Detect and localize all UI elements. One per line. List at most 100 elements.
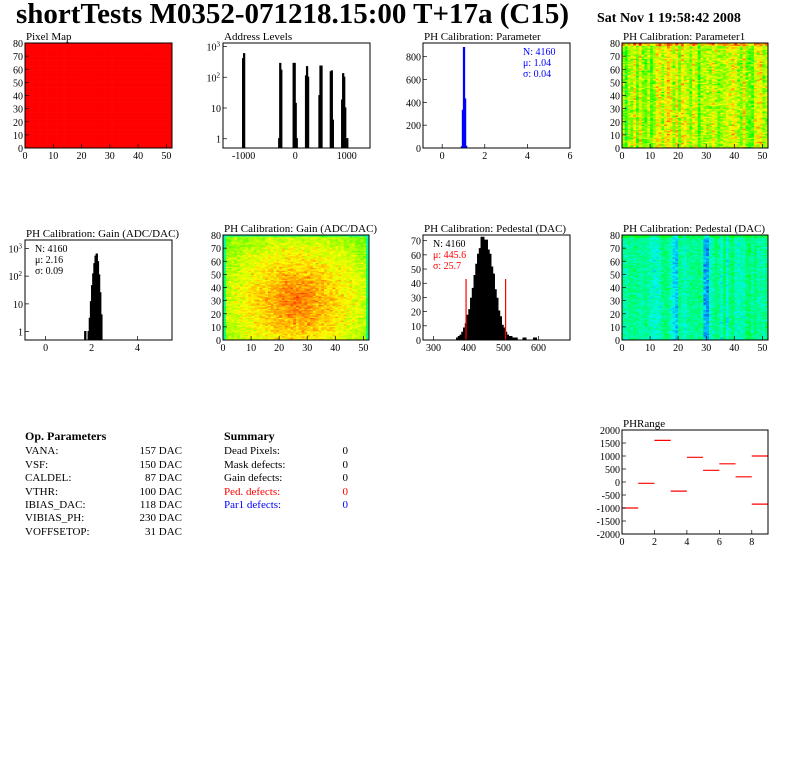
- heatmap-cell: [41, 70, 46, 73]
- heatmap-cell: [70, 44, 74, 46]
- heatmap-cell: [41, 92, 46, 95]
- heatmap-cell: [58, 132, 63, 134]
- chart-title: PH Calibration: Parameter: [424, 31, 541, 43]
- heatmap-cell: [58, 60, 63, 62]
- heatmap-cell: [41, 85, 46, 87]
- heatmap-cell: [70, 123, 74, 125]
- heatmap-cell: [81, 130, 85, 133]
- heatmap-cell: [75, 64, 80, 66]
- heatmap-cell: [53, 57, 57, 60]
- heatmap-cell: [41, 88, 46, 91]
- heatmap-cell: [70, 116, 74, 119]
- heatmap-cell: [27, 109, 31, 112]
- heatmap-cell: [61, 124, 65, 126]
- heatmap-cell: [61, 56, 65, 58]
- heatmap-cell: [39, 49, 43, 52]
- heatmap-cell: [33, 123, 37, 125]
- heatmap-cell: [73, 56, 77, 58]
- heatmap-cell: [53, 45, 57, 48]
- heatmap-cell: [73, 87, 77, 90]
- heatmap-cell: [61, 108, 65, 111]
- heatmap-cell: [58, 146, 63, 149]
- heatmap-cell: [44, 134, 48, 137]
- heatmap-cell: [67, 54, 71, 57]
- heatmap-cell: [47, 106, 51, 108]
- heatmap-cell: [47, 62, 51, 65]
- heatmap-cell: [47, 144, 51, 146]
- heatmap-cell: [30, 124, 34, 126]
- heatmap-cell: [58, 74, 63, 77]
- heatmap-cell: [30, 83, 34, 86]
- heatmap-cell: [61, 128, 65, 130]
- heatmap-cell: [73, 104, 77, 107]
- heatmap-cell: [78, 81, 82, 83]
- heatmap-cell: [30, 58, 34, 61]
- heatmap-cell: [44, 109, 48, 112]
- heatmap-cell: [50, 77, 54, 79]
- heatmap-cell: [53, 65, 57, 67]
- heatmap-cell: [70, 61, 74, 63]
- heatmap-cell: [64, 145, 68, 147]
- heatmap-cell: [44, 133, 48, 136]
- heatmap-cell: [56, 104, 60, 107]
- heatmap-cell: [53, 145, 57, 147]
- heatmap-cell: [47, 129, 51, 132]
- heatmap-cell: [41, 134, 46, 137]
- heatmap-cell: [47, 60, 51, 62]
- heatmap-cell: [41, 111, 46, 113]
- heatmap-cell: [58, 120, 63, 123]
- heatmap-cell: [41, 83, 46, 86]
- heatmap-cell: [47, 109, 51, 112]
- stats-sigma: σ: 0.04: [523, 69, 551, 80]
- heatmap-cell: [50, 132, 54, 134]
- heatmap-cell: [78, 124, 82, 126]
- heatmap-cell: [64, 45, 68, 48]
- heatmap-cell: [27, 91, 31, 94]
- heatmap-cell: [27, 146, 31, 149]
- heatmap-cell: [27, 96, 31, 99]
- heatmap-cell: [30, 64, 34, 66]
- heatmap-cell: [56, 62, 60, 65]
- heatmap-cell: [30, 71, 34, 74]
- heatmap-cell: [73, 69, 77, 71]
- heatmap-cell: [75, 65, 80, 67]
- heatmap-cell: [39, 109, 43, 112]
- heatmap-cell: [78, 129, 82, 132]
- heatmap-cell: [36, 120, 40, 123]
- heatmap-cell: [75, 82, 80, 84]
- heatmap-cell: [78, 100, 82, 103]
- heatmap-cell: [53, 88, 57, 91]
- heatmap-cell: [30, 103, 34, 105]
- heatmap-cell: [81, 142, 85, 145]
- histogram-bin: [320, 65, 323, 148]
- heatmap-cell: [58, 69, 63, 71]
- heatmap-cell: [53, 52, 57, 54]
- heatmap-cell: [33, 129, 37, 132]
- heatmap-cell: [39, 81, 43, 83]
- heatmap-cell: [78, 82, 82, 84]
- heatmap-cell: [50, 99, 54, 102]
- heatmap-cell: [58, 99, 63, 102]
- heatmap-cell: [47, 49, 51, 52]
- heatmap-cell: [56, 127, 60, 129]
- heatmap-cell: [25, 81, 29, 83]
- heatmap-cell: [47, 141, 51, 144]
- heatmap-cell: [70, 128, 74, 130]
- heatmap-cell: [39, 124, 43, 126]
- heatmap-cell: [50, 98, 54, 100]
- heatmap-cell: [58, 61, 63, 63]
- heatmap-cell: [67, 136, 71, 138]
- heatmap-cell: [61, 75, 65, 78]
- heatmap-cell: [25, 134, 29, 137]
- heatmap-cell: [84, 102, 88, 104]
- heatmap-cell: [61, 138, 65, 141]
- heatmap-cell: [81, 65, 85, 67]
- heatmap-cell: [36, 112, 40, 115]
- heatmap-cell: [27, 77, 31, 79]
- heatmap-cell: [25, 115, 29, 117]
- heatmap-cell: [33, 104, 37, 107]
- heatmap-cell: [41, 52, 46, 54]
- heatmap-cell: [67, 43, 71, 45]
- heatmap-cell: [75, 112, 80, 115]
- heatmap-cell: [39, 91, 43, 94]
